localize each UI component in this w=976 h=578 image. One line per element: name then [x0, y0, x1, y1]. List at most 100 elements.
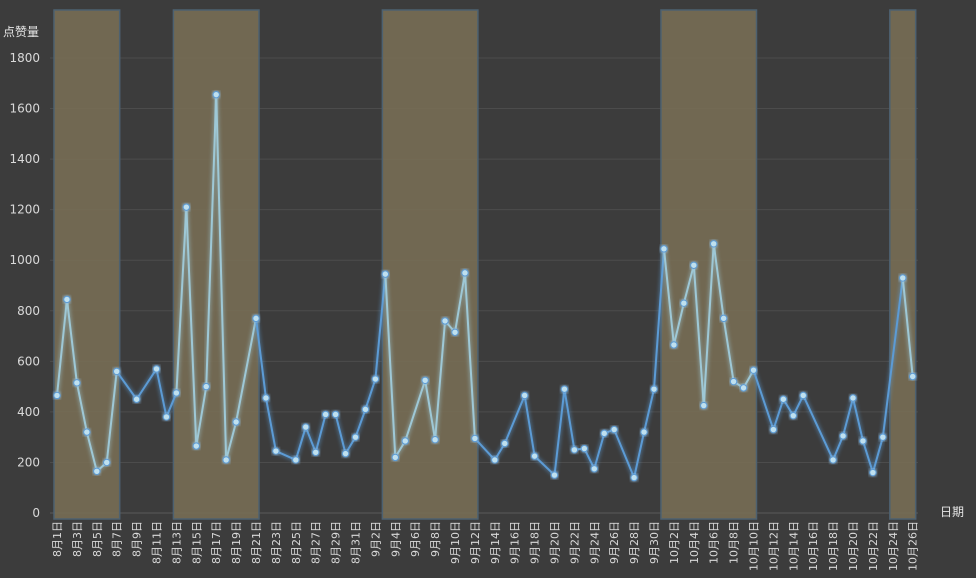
- series-line-segment: [195, 385, 208, 448]
- data-point: [869, 468, 877, 477]
- series-line-segment: [643, 388, 655, 434]
- data-point: [491, 456, 499, 464]
- series-line-segment: [165, 391, 178, 418]
- x-tick-label: 8月1日: [51, 521, 64, 557]
- x-tick-label: 10月14日: [787, 521, 800, 571]
- series-line-segment: [85, 431, 98, 473]
- series-line-segment: [752, 369, 775, 431]
- y-tick-label: 1800: [9, 51, 40, 65]
- x-tick-label: 8月21日: [250, 521, 263, 564]
- y-axis-ticks: 0 200 400 600 800 1000 1200 1400 1600 1800: [9, 51, 40, 520]
- series-line-segment: [65, 298, 78, 384]
- x-axis-title: 日期: [940, 505, 964, 519]
- data-point: [640, 428, 648, 436]
- y-tick-label: 1000: [9, 253, 40, 267]
- series-line-segment: [633, 431, 646, 479]
- data-point: [650, 385, 658, 393]
- series-line-segment: [105, 370, 118, 464]
- series-line-segment: [563, 388, 576, 451]
- x-tick-label: 9月28日: [628, 521, 641, 564]
- x-tick-label: 9月2日: [369, 521, 382, 557]
- data-point: [232, 418, 240, 426]
- x-tick-label: 10月16日: [807, 521, 820, 571]
- x-tick-label: 8月19日: [230, 521, 243, 564]
- x-tick-label: 8月5日: [91, 521, 104, 557]
- x-tick-label: 10月20日: [847, 521, 860, 571]
- data-point: [331, 410, 340, 419]
- series-line-segment: [314, 413, 327, 454]
- series-line-segment: [523, 394, 536, 458]
- series-line-segment: [772, 398, 785, 431]
- data-point: [739, 384, 748, 392]
- data-point: [222, 456, 230, 464]
- x-tick-label: 9月18日: [529, 521, 542, 564]
- y-tick-label: 400: [17, 405, 40, 419]
- series-line-segment: [304, 426, 317, 454]
- data-point: [471, 434, 479, 443]
- data-point: [550, 471, 559, 479]
- data-point: [779, 395, 788, 403]
- x-tick-label: 9月12日: [469, 521, 482, 564]
- x-tick-label: 9月30日: [648, 521, 661, 564]
- data-point: [272, 447, 280, 455]
- data-point: [182, 203, 191, 211]
- series-line-segment: [454, 271, 466, 334]
- data-point: [192, 442, 201, 450]
- series-line-segment: [235, 317, 257, 423]
- x-tick-label: 8月23日: [270, 521, 283, 564]
- data-point: [401, 437, 409, 445]
- data-point: [172, 389, 181, 397]
- x-tick-label: 10月22日: [867, 521, 880, 571]
- series-line-segment: [653, 247, 665, 391]
- data-point: [302, 423, 310, 431]
- weekend-band: [889, 9, 917, 520]
- data-point: [839, 432, 847, 440]
- series-line-segment: [424, 379, 437, 441]
- x-tick-label: 8月25日: [290, 521, 303, 564]
- data-point: [590, 465, 598, 473]
- data-point: [341, 449, 350, 458]
- series-line-segment: [712, 242, 725, 320]
- data-point: [73, 379, 81, 387]
- series-line-segment: [255, 317, 267, 399]
- data-point: [520, 391, 529, 400]
- data-point: [899, 274, 907, 282]
- weekend-band: [172, 9, 260, 520]
- data-point: [162, 413, 171, 421]
- y-tick-label: 800: [17, 304, 40, 318]
- x-tick-label: 8月15日: [190, 521, 203, 564]
- series-line-segment: [533, 455, 556, 477]
- series-line-segment: [871, 436, 884, 474]
- data-point: [660, 245, 668, 253]
- series-line-segment: [901, 276, 914, 378]
- series-line-segment: [75, 381, 88, 434]
- x-axis-ticks: 8月1日 8月3日 8月5日 8月7日 8月9日 8月11日 8月13日 8月15日 8月17日…: [51, 521, 920, 571]
- x-tick-label: 8月29日: [330, 521, 343, 564]
- y-axis-title: 点赞量: [3, 25, 39, 39]
- series-line-segment: [722, 317, 735, 383]
- x-tick-label: 10月8日: [728, 521, 741, 564]
- x-tick-label: 9月14日: [489, 521, 502, 564]
- data-point: [113, 367, 121, 376]
- x-tick-label: 8月3日: [71, 521, 84, 557]
- data-point: [152, 365, 161, 373]
- series-line-segment: [175, 206, 188, 394]
- data-point: [132, 395, 141, 403]
- series-line-segment: [672, 302, 685, 346]
- x-tick-label: 8月13日: [170, 521, 183, 564]
- data-point: [83, 428, 91, 436]
- data-point: [849, 394, 857, 402]
- data-point: [421, 376, 429, 384]
- series-lines: [56, 93, 914, 479]
- series-line-segment: [404, 379, 427, 442]
- series-line-segment: [792, 394, 805, 417]
- data-point: [391, 453, 399, 462]
- weekend-band: [381, 9, 479, 520]
- data-point: [252, 314, 260, 323]
- data-point: [501, 439, 509, 448]
- data-point: [560, 385, 569, 393]
- series-line-segment: [374, 273, 387, 381]
- data-point: [53, 391, 61, 400]
- data-point: [789, 411, 797, 420]
